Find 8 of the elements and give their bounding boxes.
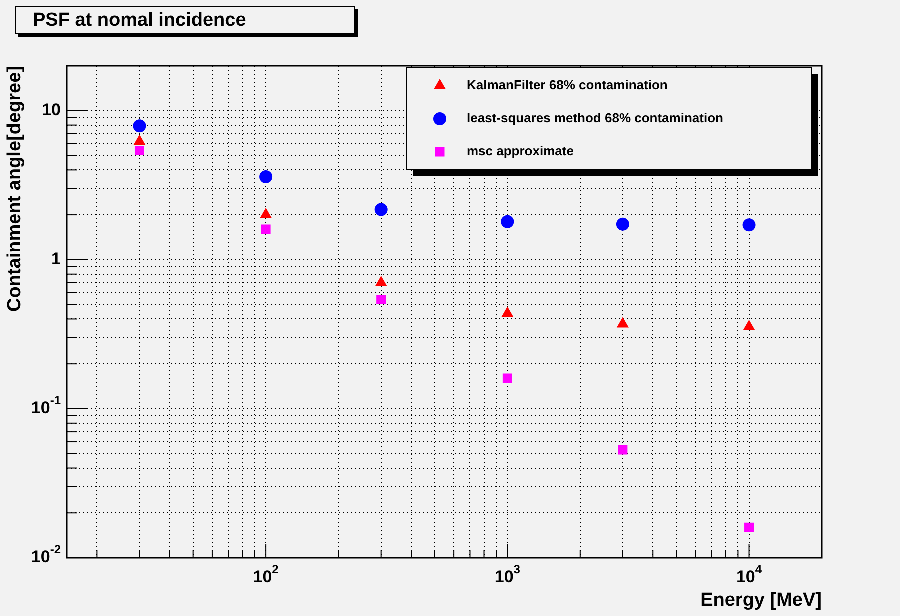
legend-label: least-squares method 68% contamination	[467, 110, 724, 126]
y-axis-title: Containment angle[degree]	[4, 66, 26, 312]
y-tick-label: 10	[42, 100, 62, 120]
chart-title: PSF at nomal incidence	[15, 6, 355, 34]
x-axis-title: Energy [MeV]	[700, 590, 822, 611]
legend-label: KalmanFilter 68% contamination	[467, 78, 668, 93]
y-tick-label: 1	[52, 250, 62, 269]
legend-label: msc approximate	[467, 144, 574, 159]
